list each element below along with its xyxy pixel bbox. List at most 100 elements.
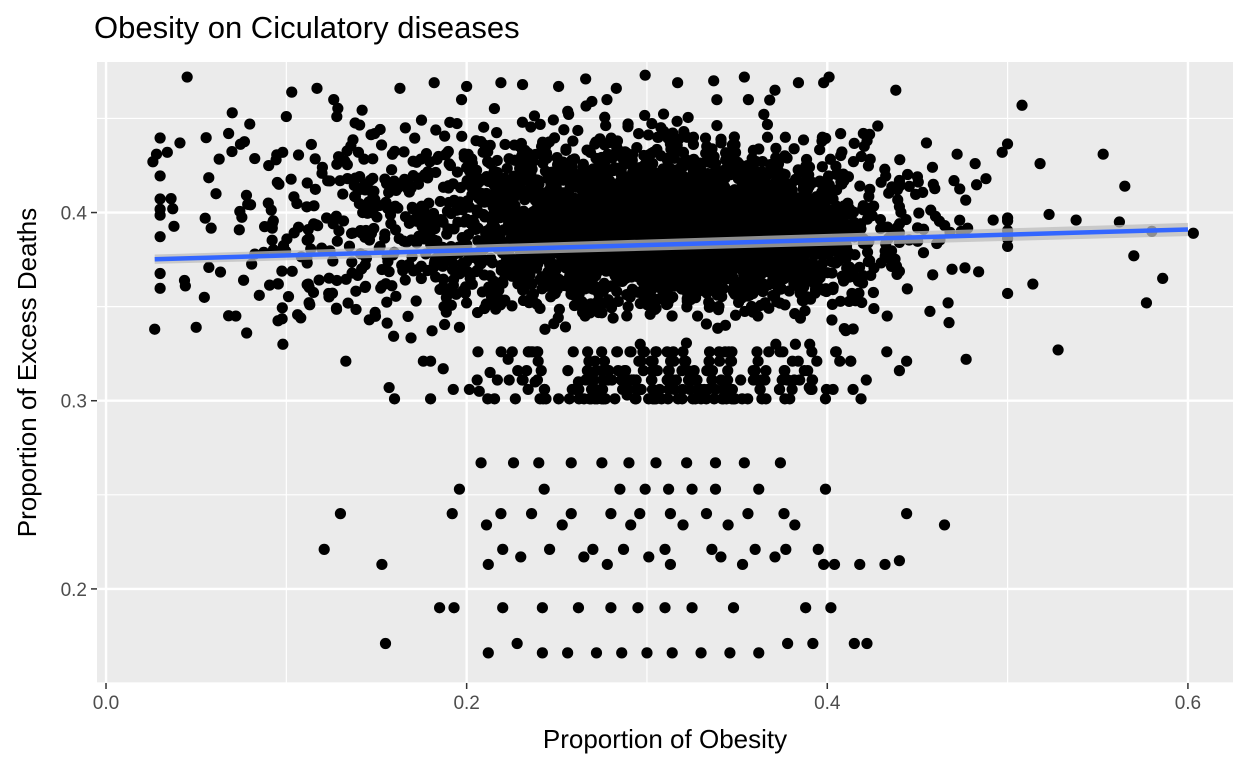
scatter-point [154, 193, 166, 205]
scatter-point [855, 150, 867, 163]
scatter-point [488, 102, 501, 115]
scatter-point [580, 168, 592, 180]
scatter-point [302, 223, 314, 236]
scatter-point [456, 130, 468, 142]
scatter-point [912, 176, 924, 188]
scatter-point [1140, 297, 1153, 309]
scatter-point [1002, 287, 1014, 300]
scatter-point [407, 155, 419, 167]
scatter-point [1097, 148, 1109, 160]
scatter-point [501, 207, 514, 219]
scatter-point [545, 216, 557, 229]
scatter-point [823, 71, 835, 83]
scatter-point [807, 256, 819, 269]
scatter-point [563, 393, 576, 405]
scatter-point [383, 381, 395, 394]
scatter-point [709, 223, 721, 235]
scatter-point [241, 327, 253, 339]
scatter-point [405, 332, 417, 344]
scatter-point [707, 196, 719, 209]
scatter-point [271, 149, 283, 161]
scatter-point [349, 117, 361, 129]
scatter-point [322, 175, 334, 187]
scatter-point [606, 280, 618, 292]
scatter-point [812, 543, 824, 555]
scatter-point [437, 281, 449, 293]
scatter-point [560, 143, 572, 155]
scatter-point [424, 393, 437, 405]
scatter-point [706, 543, 718, 555]
scatter-point [650, 169, 662, 181]
scatter-point [346, 256, 358, 268]
scatter-point [154, 132, 166, 144]
scatter-point [330, 210, 342, 222]
scatter-point [863, 190, 875, 202]
scatter-point [510, 259, 523, 271]
scatter-point [587, 543, 599, 555]
scatter-point [764, 159, 776, 171]
scatter-point [960, 194, 972, 206]
scatter-point [926, 161, 939, 173]
scatter-point [837, 168, 849, 180]
scatter-point [671, 115, 683, 127]
scatter-point [563, 172, 575, 185]
scatter-point [600, 119, 612, 132]
scatter-point [661, 154, 674, 166]
scatter-point [597, 200, 609, 213]
scatter-point [440, 300, 452, 312]
scatter-point [525, 508, 538, 520]
scatter-point [792, 77, 805, 89]
scatter-point [836, 178, 848, 190]
scatter-point [1187, 227, 1199, 239]
scatter-point [772, 175, 784, 187]
scatter-point [711, 94, 723, 106]
scatter-point [879, 558, 891, 571]
scatter-point [409, 132, 421, 144]
scatter-point [301, 177, 313, 189]
scatter-point [428, 77, 440, 89]
scatter-point [547, 114, 559, 126]
scatter-point [165, 193, 177, 205]
scatter-point [1113, 216, 1125, 228]
scatter-point [178, 274, 191, 287]
scatter-point [810, 191, 823, 203]
scatter-point [659, 602, 671, 614]
scatter-point [578, 551, 590, 563]
scatter-point [970, 179, 983, 191]
scatter-point [814, 144, 826, 156]
scatter-point [453, 321, 466, 333]
scatter-point [309, 183, 321, 195]
scatter-point [701, 140, 713, 153]
scatter-point [739, 286, 751, 299]
scatter-point [713, 254, 725, 266]
scatter-point [682, 111, 694, 124]
scatter-point [461, 256, 473, 268]
scatter-point [273, 178, 285, 190]
scatter-point [843, 203, 856, 215]
scatter-point [753, 483, 765, 495]
scatter-point [860, 374, 872, 386]
scatter-point [659, 543, 671, 555]
scatter-point [872, 120, 884, 132]
scatter-point [893, 177, 906, 189]
scatter-point [367, 172, 379, 184]
scatter-point [648, 225, 660, 238]
scatter-point [501, 162, 513, 175]
scatter-point [288, 227, 300, 239]
scatter-point [460, 281, 472, 293]
scatter-point [379, 173, 391, 185]
scatter-point [541, 152, 553, 164]
scatter-point [437, 363, 449, 375]
scatter-point [862, 256, 874, 268]
scatter-point [616, 171, 628, 183]
scatter-point [607, 312, 619, 324]
scatter-point [854, 558, 866, 571]
scatter-point [596, 298, 609, 310]
scatter-point [253, 289, 265, 301]
scatter-point [448, 602, 460, 614]
scatter-point [777, 189, 789, 201]
scatter-point [238, 136, 251, 148]
scatter-point [332, 102, 344, 115]
scatter-point [558, 124, 570, 136]
scatter-point [210, 188, 222, 200]
